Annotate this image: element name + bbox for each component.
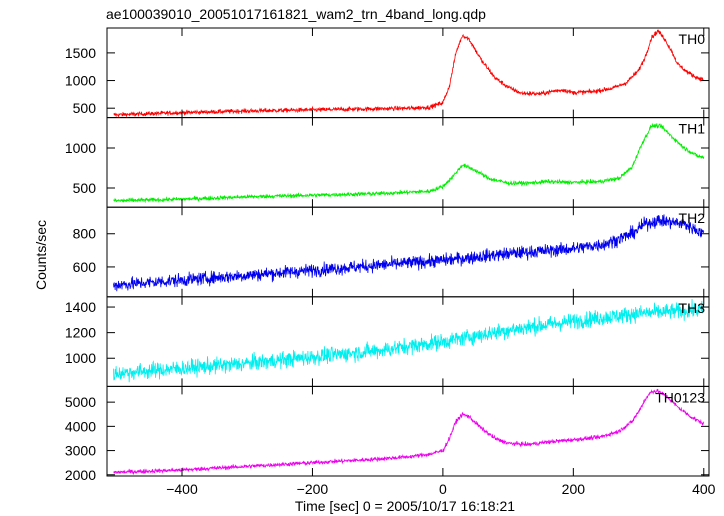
- panel-label: TH0123: [655, 389, 705, 405]
- panel-frame: [106, 27, 710, 119]
- x-tick-label: −200: [297, 481, 329, 497]
- x-tick-label: 200: [562, 481, 586, 497]
- y-axis-label: Counts/sec: [33, 220, 49, 290]
- y-tick-label: 2000: [65, 467, 96, 483]
- y-tick-label: 500: [73, 100, 97, 116]
- x-tick-label: 400: [692, 481, 716, 497]
- y-tick-label: 1400: [65, 299, 96, 315]
- panel-label: TH1: [679, 121, 706, 137]
- y-tick-label: 1000: [65, 140, 96, 156]
- y-tick-label: 1200: [65, 325, 96, 341]
- panel-label: TH3: [679, 300, 706, 316]
- panel-th0123: 2000 3000 4000 5000 TH0123: [65, 385, 710, 483]
- x-tick-label: 0: [439, 481, 447, 497]
- x-tick-label: −400: [166, 481, 198, 497]
- panel-th1: 500 1000 TH1: [65, 117, 710, 208]
- x-axis-label: Time [sec] 0 = 2005/10/17 16:18:21: [295, 498, 515, 514]
- y-tick-label: 4000: [65, 418, 96, 434]
- series-line-th0: [113, 29, 704, 118]
- panel-label: TH2: [679, 210, 706, 226]
- y-tick-label: 3000: [65, 443, 96, 459]
- panel-th0: 500 1000 1500 TH0: [65, 27, 710, 119]
- y-tick-label: 1000: [65, 73, 96, 89]
- y-tick-label: 600: [73, 259, 97, 275]
- y-tick-label: 500: [73, 180, 97, 196]
- y-tick-label: 1000: [65, 350, 96, 366]
- series-line-th3: [113, 298, 705, 383]
- series-line-th2: [113, 214, 705, 292]
- chart-title: ae100039010_20051017161821_wam2_trn_4ban…: [106, 6, 486, 22]
- y-tick-label: 1500: [65, 45, 96, 61]
- panels-group: 500 1000 1500 TH0 500 1000 TH1 600 800 TH2 1000 120…: [65, 27, 710, 483]
- panel-frame: [106, 385, 710, 477]
- y-tick-label: 800: [73, 226, 97, 242]
- panel-th3: 1000 1200 1400 TH3: [65, 296, 710, 387]
- x-axis: −400 −200 0 200 400: [166, 481, 715, 497]
- series-line-th1: [113, 122, 705, 204]
- y-tick-label: 5000: [65, 394, 96, 410]
- panel-frame: [106, 206, 710, 298]
- panel-th2: 600 800 TH2: [73, 206, 710, 298]
- series-line-th0123: [113, 388, 705, 475]
- panel-label: TH0: [679, 31, 706, 47]
